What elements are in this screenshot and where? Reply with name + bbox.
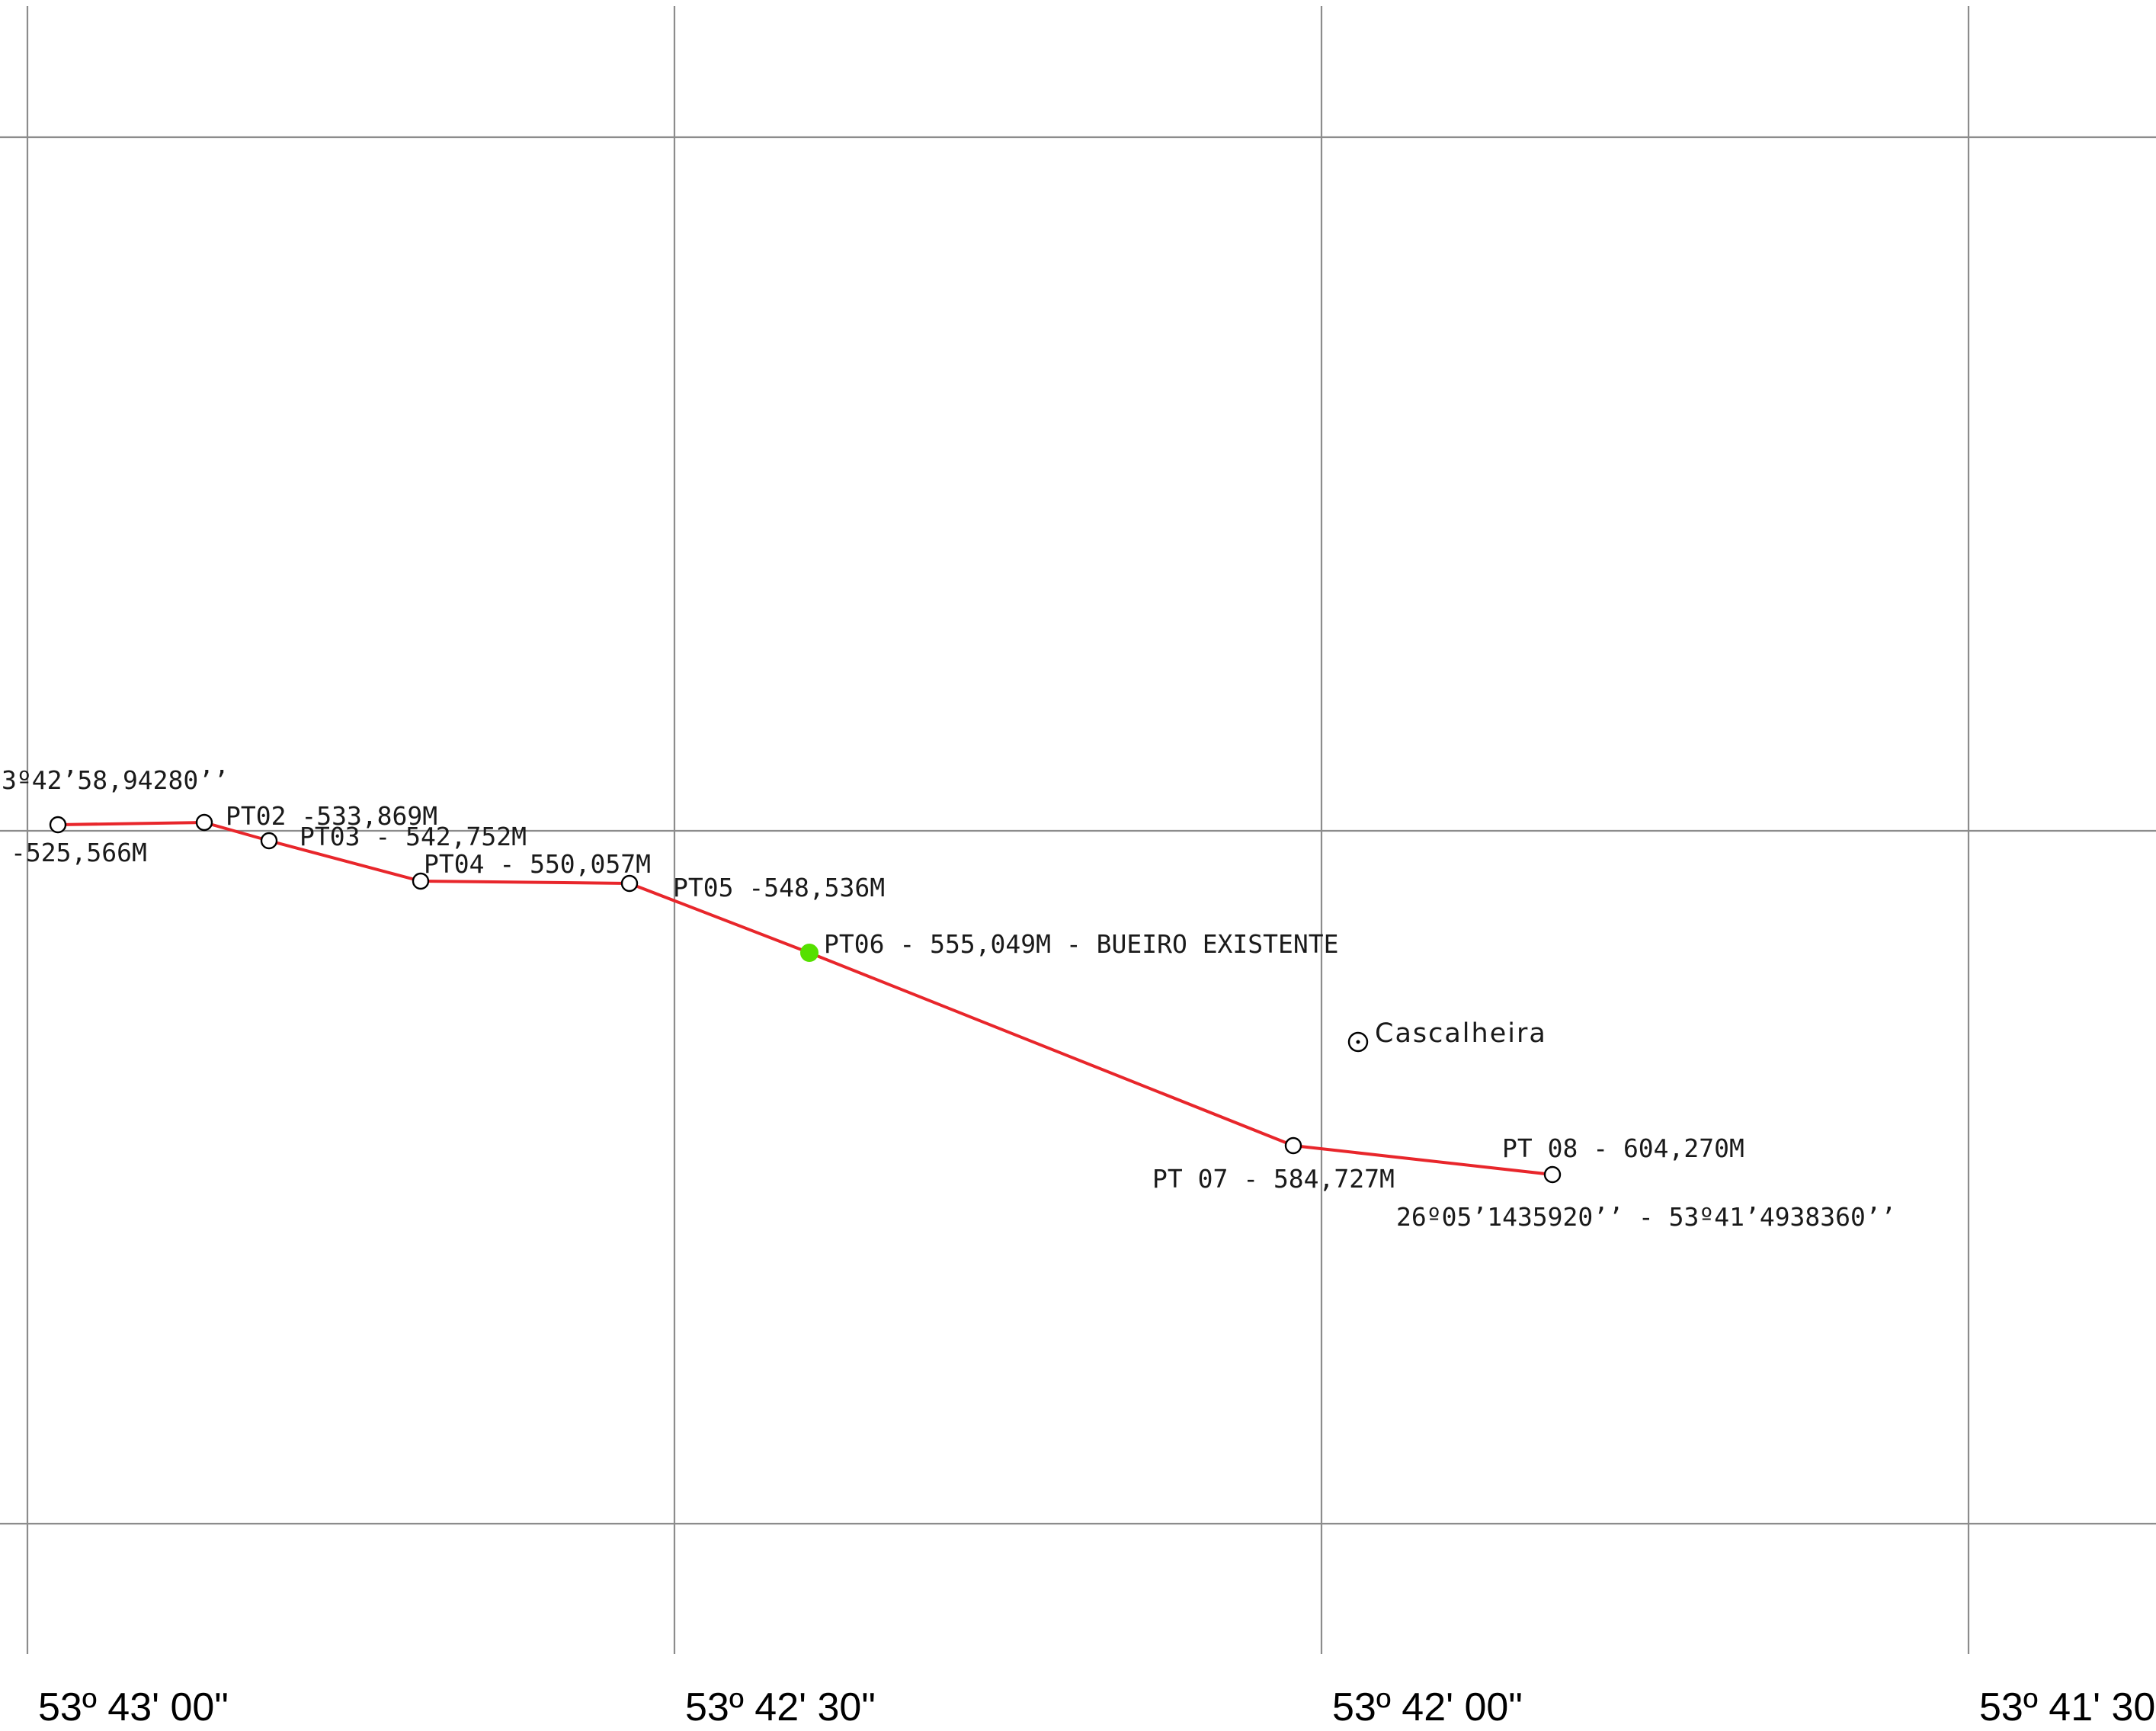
station-pt04-label: PT04 - 550,057M — [424, 849, 651, 879]
station-marker-pt07 — [1284, 1136, 1302, 1155]
station-pt03-label: PT03 - 542,752M — [300, 822, 527, 851]
station-markers — [49, 813, 1562, 1184]
longitude-label: 53º 42' 30" — [685, 1685, 876, 1729]
station-pt05-label: PT05 -548,536M — [673, 873, 885, 902]
station-marker-pt02 — [195, 813, 213, 832]
route-line — [57, 821, 1553, 1176]
station-marker-pt04 — [412, 872, 430, 890]
station-marker-pt08 — [1543, 1165, 1562, 1184]
station-pt01-coordinate-label: 3º42’58,94280’’ — [2, 765, 229, 795]
coordinate-grid — [0, 6, 2156, 1654]
station-marker-pt03 — [260, 832, 278, 850]
longitude-label: 53º 42' 00" — [1332, 1685, 1523, 1729]
longitude-axis-labels: 53º 43' 00" 53º 42' 30" 53º 42' 00" 53º … — [38, 1685, 2156, 1729]
station-pt01-label: -525,566M — [11, 838, 147, 867]
station-pt08-coordinate-label: 26º05’1435920’’ - 53º41’4938360’’ — [1396, 1202, 1896, 1232]
station-marker-pt01 — [49, 816, 67, 834]
station-pt06-label: PT06 - 555,049M - BUEIRO EXISTENTE — [824, 929, 1339, 959]
circle-dot-center — [1356, 1040, 1360, 1044]
landmark-cascalheira: Cascalheira — [1347, 1018, 1547, 1053]
station-labels: 3º42’58,94280’’ -525,566M PT02 -533,869M… — [2, 765, 1896, 1232]
longitude-label: 53º 43' 00" — [38, 1685, 229, 1729]
longitude-label: 53º 41' 30" — [1979, 1685, 2156, 1729]
station-pt07-label: PT 07 - 584,727M — [1152, 1164, 1395, 1194]
landmark-label: Cascalheira — [1375, 1018, 1547, 1049]
station-pt08-label: PT 08 - 604,270M — [1502, 1133, 1744, 1163]
station-pt02-label: PT02 -533,869M — [226, 801, 437, 831]
station-marker-pt05 — [620, 874, 639, 893]
filled-dot-icon — [800, 944, 819, 962]
